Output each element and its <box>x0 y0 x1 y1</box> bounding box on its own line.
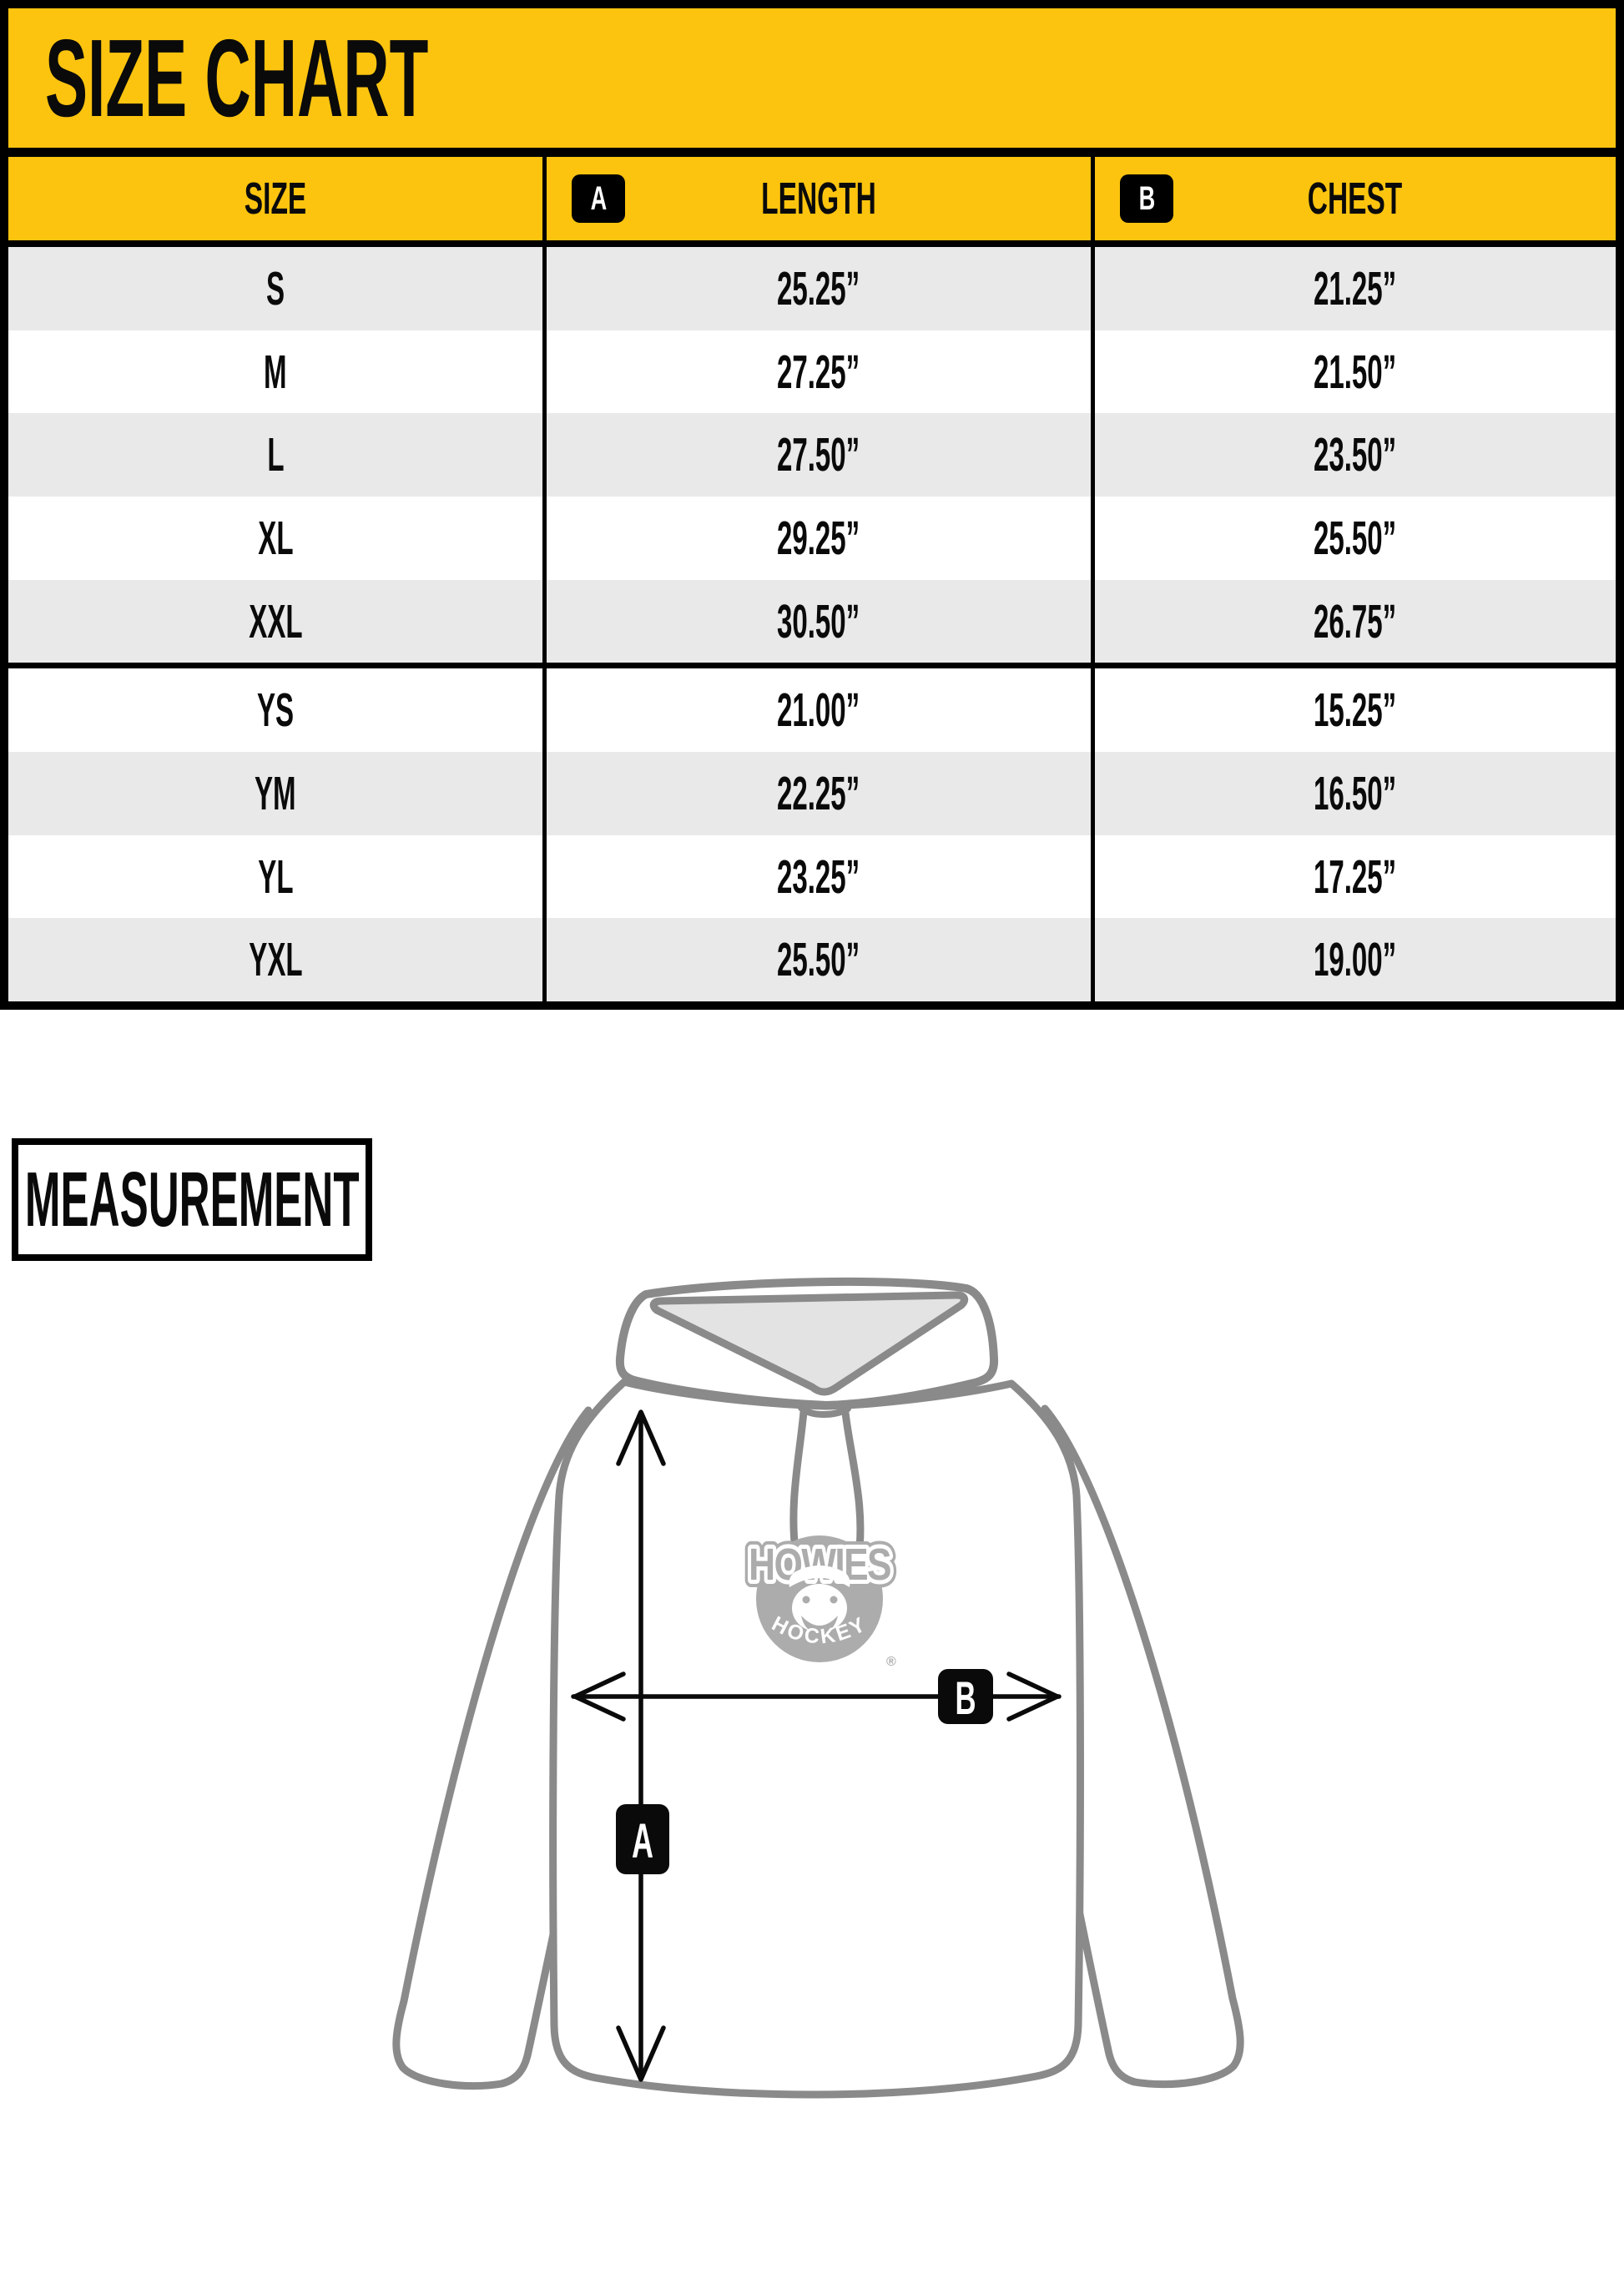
page-title: SIZE CHART <box>45 16 429 139</box>
logo-eye-left <box>802 1596 810 1604</box>
length-cell: 25.25” <box>542 247 1091 330</box>
hood-opening <box>649 1291 969 1396</box>
length-cell: 25.50” <box>542 918 1091 1002</box>
length-cell: 30.50” <box>542 579 1091 663</box>
size-cell: XL <box>257 511 294 565</box>
marker-a-label: A <box>616 1804 669 1874</box>
table-header-row: SIZE A LENGTH B CHEST <box>8 157 1616 247</box>
howies-logo: HOWIES HOWIES HOCKEY ® <box>742 1533 899 1669</box>
logo-cap <box>789 1566 850 1587</box>
table-row-m: M 27.25” 21.50” <box>8 330 1616 414</box>
svg-text:B: B <box>955 1672 976 1725</box>
drawstring-left <box>789 1408 808 1555</box>
column-header-label: LENGTH <box>761 174 876 224</box>
size-rows: S 25.25” 21.25” M 27.25” 21.50” L 27.50” 23.50” X… <box>8 247 1616 1002</box>
length-cell: 29.25” <box>542 497 1091 580</box>
table-row-s: S 25.25” 21.25” <box>8 247 1616 330</box>
chest-cell: 15.25” <box>1091 668 1616 753</box>
column-header-chest: B CHEST <box>1091 157 1616 240</box>
chest-cell: 23.50” <box>1091 413 1616 497</box>
column-header-size: SIZE <box>8 157 542 240</box>
chest-cell: 19.00” <box>1091 918 1616 1002</box>
marker-badge-b: B <box>1120 174 1173 223</box>
size-cell: YXL <box>248 933 303 987</box>
logo-name-halo: HOWIES <box>749 1540 890 1590</box>
table-row-xxl: XXL 30.50” 26.75” <box>8 579 1616 663</box>
column-header-label: CHEST <box>1308 174 1403 224</box>
torso <box>549 1378 1084 2099</box>
table-row-yl: YL 23.25” 17.25” <box>8 834 1616 919</box>
drawstring-right <box>841 1409 865 1566</box>
size-cell: L <box>266 428 285 482</box>
table-row-l: L 27.50” 23.50” <box>8 413 1616 497</box>
length-cell: 23.25” <box>542 834 1091 919</box>
svg-text:A: A <box>632 1814 653 1868</box>
column-header-length: A LENGTH <box>542 157 1091 240</box>
marker-badge-a: A <box>572 174 625 223</box>
size-cell: S <box>265 261 285 315</box>
arrow-a <box>616 1409 666 2082</box>
table-row-xl: XL 29.25” 25.50” <box>8 497 1616 580</box>
size-cell: XXL <box>248 594 303 648</box>
logo-mouth <box>801 1616 838 1634</box>
table-row-ys: YS 21.00” 15.25” <box>8 663 1616 753</box>
table-row-yxl: YXL 25.50” 19.00” <box>8 918 1616 1002</box>
length-cell: 27.25” <box>542 330 1091 414</box>
marker-b-label: B <box>938 1669 993 1724</box>
size-cell: YS <box>256 683 295 738</box>
size-cell: YM <box>255 766 296 820</box>
logo-registered-mark: ® <box>886 1655 896 1669</box>
size-chart-panel: SIZE CHART SIZE A LENGTH B CHEST S 25.25” 21.2… <box>0 0 1624 1010</box>
measurement-label-box: MEASUREMENT <box>12 1138 372 1261</box>
size-chart-title-bar: SIZE CHART <box>8 8 1616 157</box>
chest-cell: 17.25” <box>1091 834 1616 919</box>
table-row-ym: YM 22.25” 16.50” <box>8 752 1616 835</box>
logo-eye-right <box>830 1596 838 1604</box>
length-cell: 21.00” <box>542 668 1091 753</box>
hoodie-illustration: HOWIES HOWIES HOCKEY ® <box>392 1277 1244 2099</box>
measurement-label: MEASUREMENT <box>24 1156 360 1243</box>
chest-cell: 21.50” <box>1091 330 1616 414</box>
column-header-label: SIZE <box>244 174 307 224</box>
chest-cell: 16.50” <box>1091 752 1616 835</box>
size-cell: M <box>264 345 287 399</box>
chest-cell: 21.25” <box>1091 247 1616 330</box>
length-cell: 27.50” <box>542 413 1091 497</box>
size-cell: YL <box>257 850 294 904</box>
chest-cell: 26.75” <box>1091 579 1616 663</box>
chest-cell: 25.50” <box>1091 497 1616 580</box>
length-cell: 22.25” <box>542 752 1091 835</box>
